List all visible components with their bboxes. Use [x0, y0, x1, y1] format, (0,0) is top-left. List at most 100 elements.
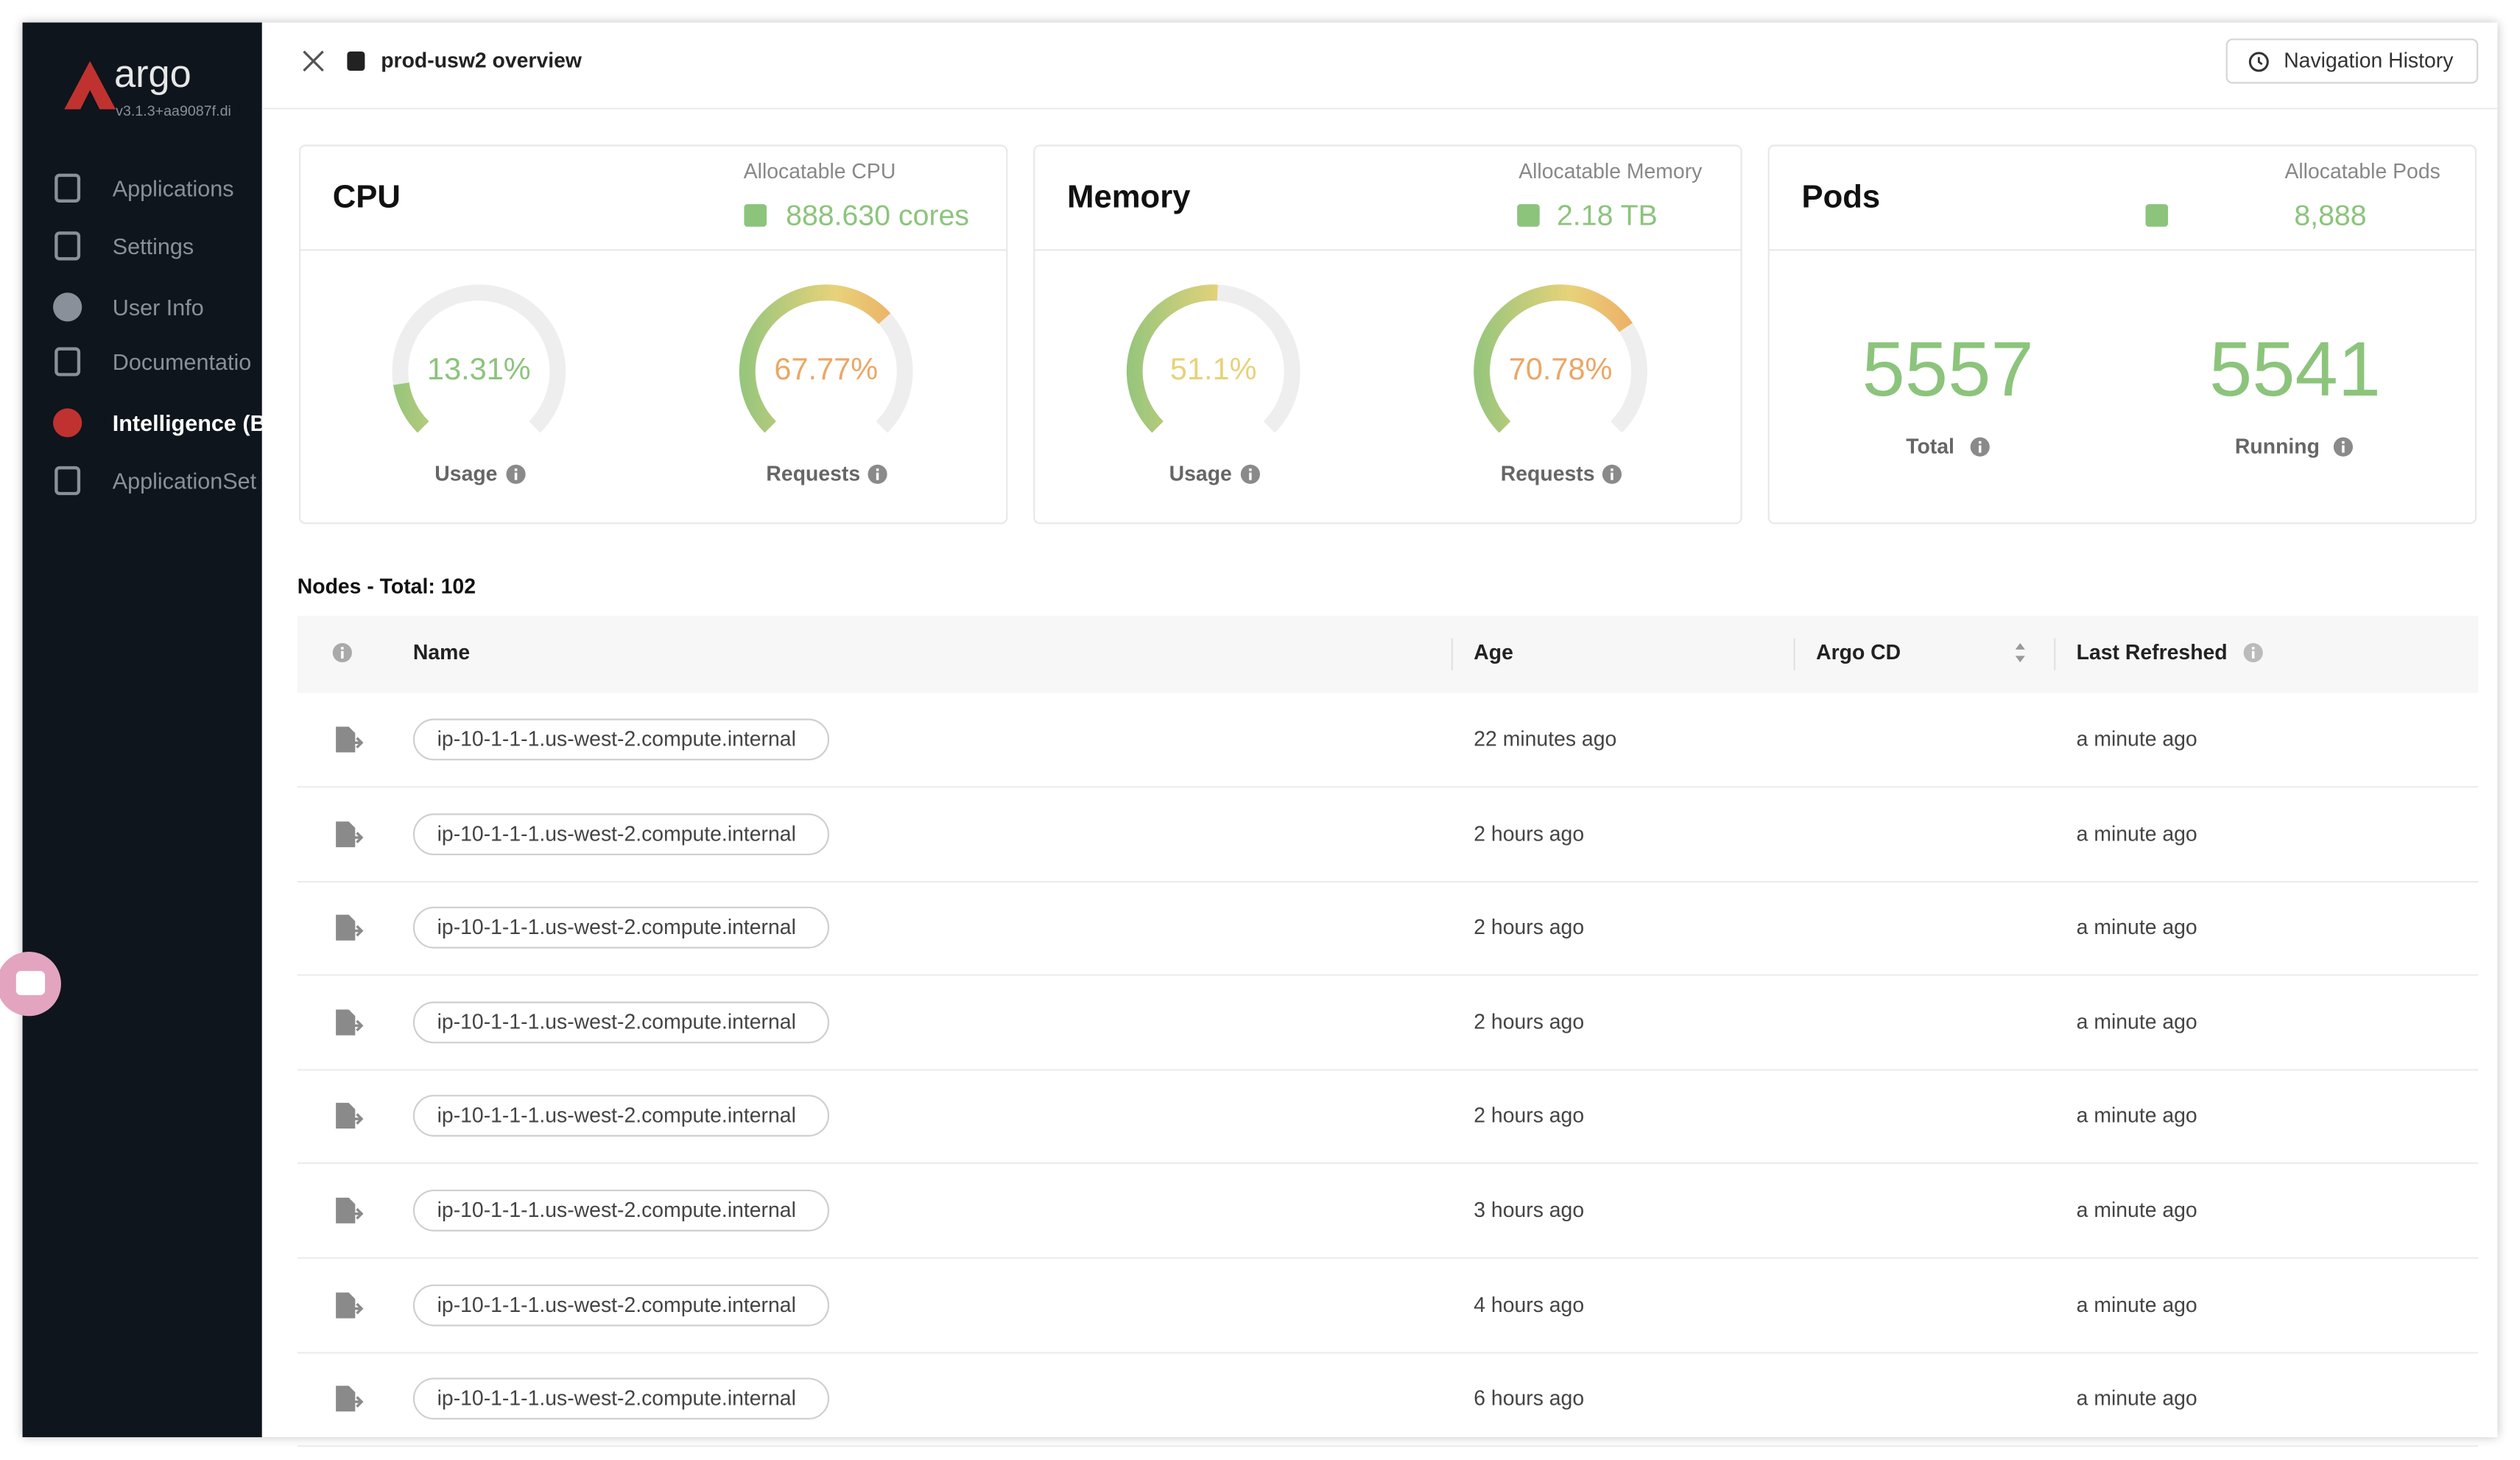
nav-icon[interactable]	[52, 291, 84, 323]
node-name[interactable]: ip-10-1-1-1.us-west-2.compute.internal	[437, 1197, 796, 1222]
info-dot	[1978, 441, 1982, 444]
node-name-pill[interactable]: ip-10-1-1-1.us-west-2.compute.internal	[412, 1001, 830, 1043]
nav-history-label[interactable]: Navigation History	[2284, 48, 2454, 73]
nav-history-button[interactable]: Navigation History	[2225, 38, 2479, 84]
doc-shape	[336, 1291, 356, 1318]
info-icon	[1240, 464, 1261, 484]
node-name[interactable]: ip-10-1-1-1.us-west-2.compute.internal	[437, 1386, 796, 1411]
doc-shape	[336, 1197, 356, 1224]
nav-icon-shape	[54, 466, 81, 496]
node-last-refreshed: a minute ago	[2076, 1103, 2197, 1128]
gauge-label: Usage	[434, 461, 498, 486]
allocatable-label: Allocatable Pods	[2284, 159, 2440, 183]
nav-item[interactable]: Settings	[112, 233, 194, 259]
column-header[interactable]: Name	[412, 639, 471, 664]
allocatable-value: 8,888	[2294, 199, 2367, 232]
node-last-refreshed: a minute ago	[2076, 1197, 2197, 1222]
table-caption: Nodes - Total: 102	[297, 574, 476, 598]
card	[298, 144, 1008, 524]
logo-text: argo	[113, 53, 191, 96]
node-age: 6 hours ago	[1474, 1386, 1585, 1411]
history-icon	[2248, 52, 2269, 72]
node-last-refreshed: a minute ago	[2076, 1386, 2197, 1411]
doc-shape	[336, 915, 356, 941]
node-name[interactable]: ip-10-1-1-1.us-west-2.compute.internal	[437, 1291, 796, 1316]
card-divider	[298, 249, 1008, 251]
column-header[interactable]: Argo CD	[1816, 639, 1901, 664]
node-name[interactable]: ip-10-1-1-1.us-west-2.compute.internal	[437, 1009, 796, 1033]
info-icon	[2243, 642, 2263, 663]
info-icon	[332, 642, 352, 663]
doc-arrow	[351, 1302, 364, 1314]
history-circle	[2248, 52, 2269, 72]
row-divider	[297, 786, 2479, 788]
node-last-refreshed: a minute ago	[2076, 915, 2197, 939]
node-name-pill[interactable]: ip-10-1-1-1.us-west-2.compute.internal	[412, 1095, 830, 1137]
allocatable-value: 2.18 TB	[1556, 199, 1658, 232]
history-hands	[2257, 57, 2263, 66]
node-name-pill[interactable]: ip-10-1-1-1.us-west-2.compute.internal	[412, 1377, 830, 1420]
info-dot	[876, 468, 879, 471]
sort-arrows	[2015, 642, 2025, 663]
node-name-pill[interactable]: ip-10-1-1-1.us-west-2.compute.internal	[412, 1189, 830, 1232]
node-age: 2 hours ago	[1474, 915, 1585, 939]
nav-item[interactable]: Applications	[112, 175, 234, 201]
sidebar: argo v3.1.3+aa9087f.di Applications Setting…	[22, 22, 262, 1438]
info-bar	[876, 472, 879, 480]
sort-icon[interactable]	[2014, 642, 2027, 664]
info-dot	[2251, 647, 2255, 650]
nav-icon[interactable]	[52, 230, 84, 262]
node-doc-icon	[336, 1291, 364, 1318]
node-last-refreshed: a minute ago	[2076, 726, 2197, 751]
allocatable-icon	[1517, 204, 1540, 227]
gauge-label: Requests	[766, 461, 861, 486]
gauge	[392, 284, 566, 433]
column-header[interactable]: Last Refreshed	[2076, 639, 2228, 664]
gauge	[739, 284, 913, 433]
nav-item[interactable]: ApplicationSet	[112, 468, 257, 494]
allocatable-icon	[2145, 204, 2169, 227]
info-bar	[341, 650, 344, 659]
node-name-pill[interactable]: ip-10-1-1-1.us-west-2.compute.internal	[412, 1283, 830, 1326]
info-bar	[514, 472, 518, 480]
close-icon[interactable]	[303, 50, 324, 72]
node-doc-icon	[336, 1009, 364, 1036]
gauge-value-label: 70.78%	[1508, 354, 1613, 387]
node-name[interactable]: ip-10-1-1-1.us-west-2.compute.internal	[437, 821, 796, 846]
allocatable-icon-shape	[744, 204, 767, 227]
node-name-pill[interactable]: ip-10-1-1-1.us-west-2.compute.internal	[412, 907, 830, 950]
gauge-track	[392, 284, 566, 433]
node-name-pill[interactable]: ip-10-1-1-1.us-west-2.compute.internal	[412, 718, 830, 761]
assistant-button[interactable]	[0, 951, 61, 1017]
allocatable-value: 888.630 cores	[786, 199, 970, 232]
doc-shape	[336, 726, 356, 753]
gauge-value	[739, 284, 891, 433]
stat-value: 5541	[2208, 328, 2381, 413]
node-name[interactable]: ip-10-1-1-1.us-west-2.compute.internal	[437, 915, 796, 939]
nav-icon[interactable]	[52, 172, 84, 205]
nav-item[interactable]: User Info	[112, 294, 204, 320]
stat-label: Running	[2234, 434, 2320, 458]
row-divider	[297, 1351, 2479, 1353]
doc-arrow	[351, 1114, 364, 1126]
nav-item[interactable]: Documentatio	[112, 348, 252, 375]
gauge-value-label: 67.77%	[774, 354, 879, 387]
doc-arrow	[351, 737, 364, 749]
allocatable-label: Allocatable CPU	[743, 159, 896, 183]
column-header[interactable]: Age	[1474, 639, 1513, 664]
nav-icon[interactable]	[52, 407, 84, 439]
logo-inner	[83, 93, 96, 107]
node-last-refreshed: a minute ago	[2076, 821, 2197, 846]
node-name[interactable]: ip-10-1-1-1.us-west-2.compute.internal	[437, 1103, 796, 1128]
row-divider	[297, 1257, 2479, 1259]
gauge-label: Requests	[1500, 461, 1595, 486]
node-name-pill[interactable]: ip-10-1-1-1.us-west-2.compute.internal	[412, 813, 830, 855]
nav-icon[interactable]	[52, 465, 84, 497]
nav-icon[interactable]	[52, 345, 84, 378]
gauge	[1126, 284, 1301, 433]
nav-item[interactable]: Intelligence (B	[112, 410, 262, 436]
node-name[interactable]: ip-10-1-1-1.us-west-2.compute.internal	[437, 726, 796, 751]
doc-shape	[336, 1009, 356, 1036]
node-age: 3 hours ago	[1474, 1197, 1585, 1222]
